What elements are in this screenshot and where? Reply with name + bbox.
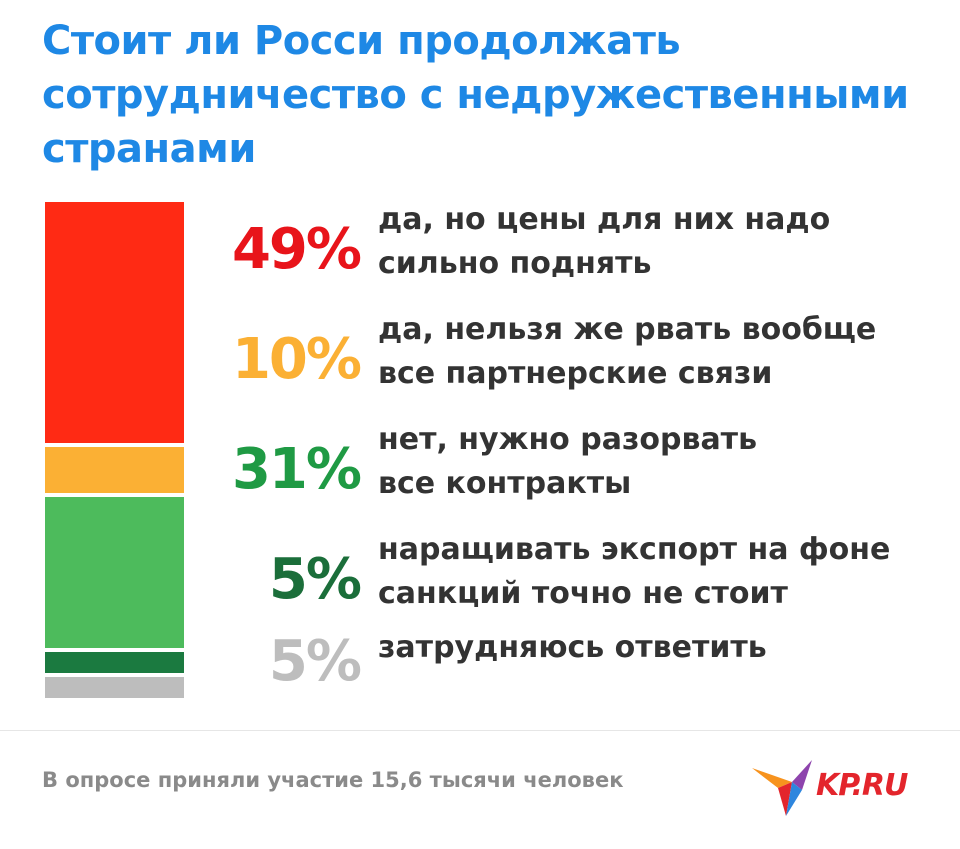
logo-icon [752, 760, 812, 816]
category-label: нет, нужно разорвать все контракты [378, 422, 758, 501]
divider [0, 730, 960, 731]
bar-segment [41, 673, 188, 702]
footnote: В опросе приняли участие 15,6 тысячи чел… [42, 768, 624, 792]
category-label: да, но цены для них надо сильно поднять [378, 202, 831, 281]
bar-segment [41, 198, 188, 447]
category-label: затрудняюсь ответить [378, 630, 767, 665]
chart-title: Стоит ли Росси продолжать сотрудничество… [42, 18, 909, 172]
value-label: 49% [231, 217, 362, 282]
value-label: 5% [268, 547, 362, 612]
logo-text: KP.RU [816, 768, 908, 803]
value-label: 31% [231, 437, 362, 502]
bar-segment [41, 493, 188, 652]
bar-segment [41, 443, 188, 497]
value-label: 5% [268, 629, 362, 694]
bar-segment [41, 648, 188, 677]
category-label: да, нельзя же рвать вообще все партнерск… [378, 312, 877, 391]
value-label: 10% [231, 327, 362, 392]
category-label: наращивать экспорт на фоне санкций точно… [378, 532, 891, 611]
